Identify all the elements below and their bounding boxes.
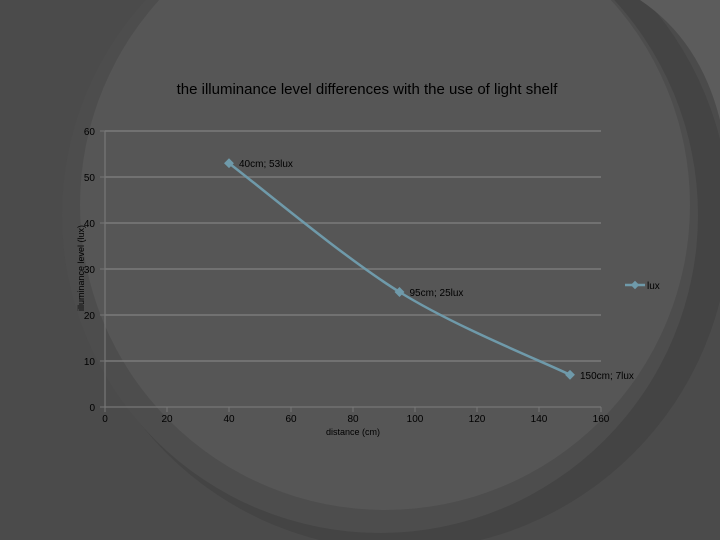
- x-tick-label: 40: [223, 414, 235, 425]
- x-axis-label: distance (cm): [326, 427, 380, 437]
- data-label: 95cm; 25lux: [410, 288, 464, 299]
- x-tick-label: 140: [531, 414, 548, 425]
- y-tick-labels: 0 10 20 30 40 50 60: [84, 127, 96, 414]
- y-tick-label: 30: [84, 265, 96, 276]
- series-group: 40cm; 53lux 95cm; 25lux 150cm; 7lux: [224, 158, 634, 382]
- data-label: 150cm; 7lux: [580, 371, 634, 382]
- x-tick-labels: 0 20 40 60 80 100 120 140 160: [102, 414, 610, 425]
- chart-title: the illuminance level differences with t…: [177, 81, 559, 98]
- legend-marker: [630, 280, 640, 290]
- x-tick-label: 20: [161, 414, 173, 425]
- data-point: [394, 287, 405, 297]
- x-tick-label: 100: [407, 414, 424, 425]
- y-axis-label: illuminance level (lux): [76, 225, 86, 311]
- y-tick-label: 20: [84, 311, 96, 322]
- y-tick-label: 0: [89, 403, 95, 414]
- y-tick-label: 60: [84, 127, 96, 138]
- x-tick-label: 160: [593, 414, 610, 425]
- legend: lux: [625, 280, 660, 292]
- legend-label: lux: [647, 281, 660, 292]
- x-tick-label: 60: [285, 414, 297, 425]
- x-tick-label: 0: [102, 414, 108, 425]
- x-tick-label: 120: [469, 414, 486, 425]
- axes: [100, 130, 602, 412]
- gridlines: [105, 130, 601, 362]
- y-tick-label: 40: [84, 219, 96, 230]
- y-tick-label: 10: [84, 357, 96, 368]
- data-label: 40cm; 53lux: [239, 159, 293, 170]
- x-tick-label: 80: [347, 414, 359, 425]
- y-tick-label: 50: [84, 173, 96, 184]
- data-point: [565, 369, 575, 380]
- data-point: [224, 158, 234, 169]
